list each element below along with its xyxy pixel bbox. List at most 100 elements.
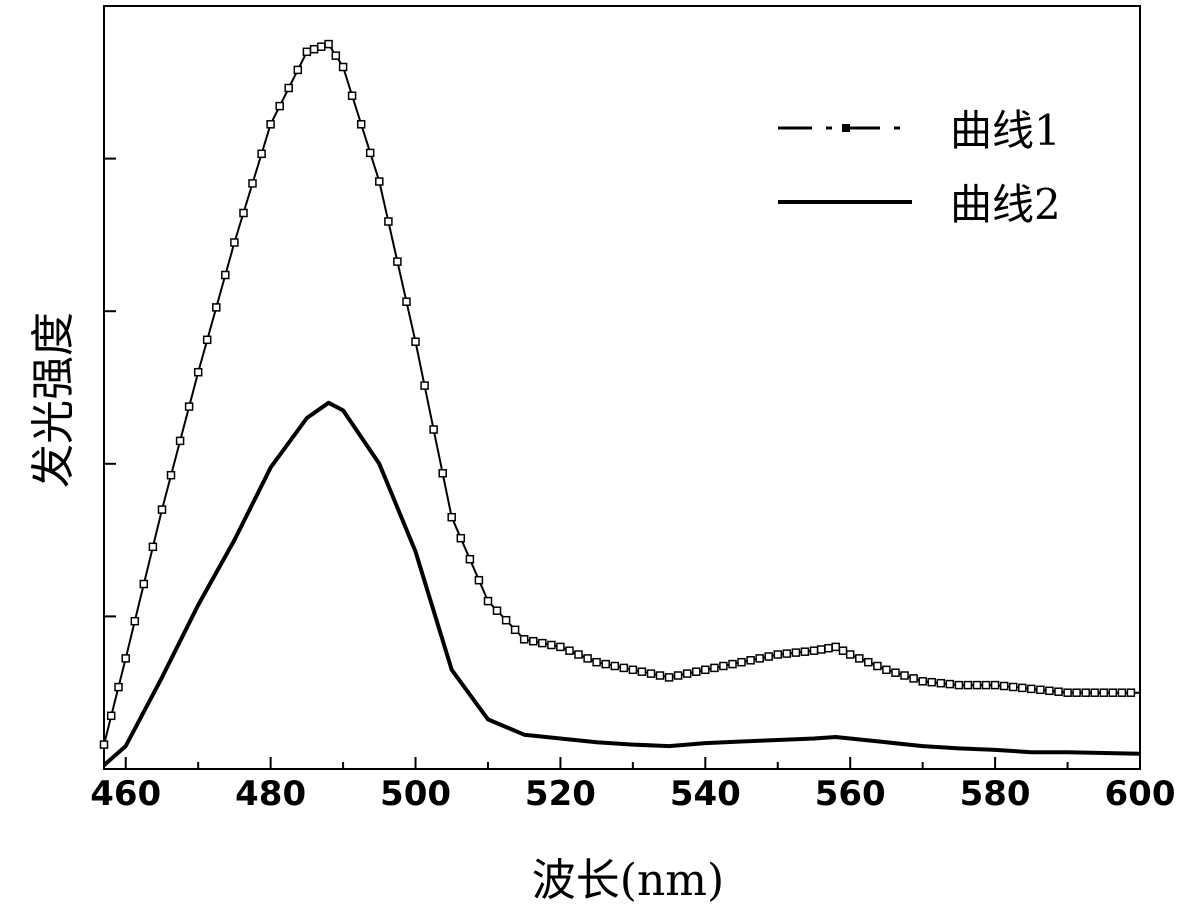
series-1-marker xyxy=(638,668,645,675)
series-line-2 xyxy=(104,403,1140,765)
series-1-marker xyxy=(512,626,519,633)
series-1-marker xyxy=(149,543,156,550)
series-1-marker xyxy=(856,655,863,662)
series-1-marker xyxy=(611,663,618,670)
series-1-marker xyxy=(928,679,935,686)
series-1-marker xyxy=(394,258,401,265)
series-1-marker xyxy=(874,663,881,670)
series-1-marker xyxy=(448,514,455,521)
series-1-marker xyxy=(801,648,808,655)
series-1-marker xyxy=(439,470,446,477)
series-1-marker xyxy=(693,668,700,675)
series-1-marker xyxy=(376,178,383,185)
series-1-marker xyxy=(475,577,482,584)
series-1-marker xyxy=(983,682,990,689)
legend-label-series-1: 曲线1 xyxy=(950,106,1061,155)
series-1-marker xyxy=(847,651,854,658)
series-1-marker xyxy=(503,617,510,624)
series-1-marker xyxy=(675,672,682,679)
series-1-marker xyxy=(276,103,283,110)
series-1-marker xyxy=(602,661,609,668)
series-1-marker xyxy=(919,678,926,685)
x-tick-label: 600 xyxy=(1105,774,1176,814)
series-1-marker xyxy=(385,218,392,225)
series-1-marker xyxy=(648,670,655,677)
series-1-marker xyxy=(258,150,265,157)
series-1-marker xyxy=(421,382,428,389)
series-1-marker xyxy=(521,636,528,643)
series-1-marker xyxy=(195,369,202,376)
series-1-marker xyxy=(318,43,325,50)
series-1-marker xyxy=(811,647,818,654)
series-1-marker xyxy=(657,672,664,679)
series-1-marker xyxy=(901,672,908,679)
series-1-marker xyxy=(231,239,238,246)
x-tick-label: 480 xyxy=(235,774,306,814)
series-1-marker xyxy=(367,149,374,156)
series-1-marker xyxy=(1010,684,1017,691)
series-1-marker xyxy=(285,85,292,92)
x-tick-label: 460 xyxy=(90,774,161,814)
series-1-marker xyxy=(575,651,582,658)
series-1-marker xyxy=(332,52,339,59)
series-1-marker xyxy=(557,643,564,650)
series-1-marker xyxy=(349,92,356,99)
series-1-marker xyxy=(883,666,890,673)
series-1-marker xyxy=(177,437,184,444)
series-1-marker xyxy=(992,682,999,689)
x-tick-label: 500 xyxy=(380,774,451,814)
series-1-marker xyxy=(530,638,537,645)
series-1-marker xyxy=(485,598,492,605)
series-1-marker xyxy=(294,66,301,73)
series-1-marker xyxy=(955,682,962,689)
series-1-marker xyxy=(738,659,745,666)
series-1-marker xyxy=(1127,689,1134,696)
series-1-marker xyxy=(140,581,147,588)
series-1-marker xyxy=(840,647,847,654)
series-1-marker xyxy=(325,41,332,48)
series-1-marker xyxy=(629,666,636,673)
series-1-marker xyxy=(1019,684,1026,691)
series-1-marker xyxy=(311,46,318,53)
series-1-marker xyxy=(457,535,464,542)
series-1-marker xyxy=(222,272,229,279)
series-1-marker xyxy=(747,657,754,664)
series-1-marker xyxy=(1028,685,1035,692)
series-1-marker xyxy=(115,684,122,691)
series-1-marker xyxy=(1001,683,1008,690)
x-tick-label: 520 xyxy=(525,774,596,814)
series-1-marker xyxy=(159,506,166,513)
series-1-marker xyxy=(213,304,220,311)
series-1-marker xyxy=(720,663,727,670)
series-1-marker xyxy=(466,556,473,563)
series-1-marker xyxy=(566,647,573,654)
series-1-marker xyxy=(756,655,763,662)
series-1-marker xyxy=(825,645,832,652)
x-tick-label: 560 xyxy=(815,774,886,814)
series-1-marker xyxy=(340,64,347,71)
series-1-marker xyxy=(204,336,211,343)
series-1-marker xyxy=(539,640,546,647)
series-1-marker xyxy=(729,661,736,668)
series-1-marker xyxy=(832,643,839,650)
series-1-marker xyxy=(1100,689,1107,696)
series-1-marker xyxy=(1055,688,1062,695)
series-1-marker xyxy=(186,403,193,410)
series-1-marker xyxy=(593,659,600,666)
legend-label-series-2: 曲线2 xyxy=(950,180,1061,229)
series-1-marker xyxy=(792,649,799,656)
x-tick-label: 540 xyxy=(670,774,741,814)
series-1-marker xyxy=(494,607,501,614)
y-axis-ticks xyxy=(104,6,116,769)
series-1-marker xyxy=(168,472,175,479)
series-1-marker xyxy=(937,680,944,687)
series-1-marker xyxy=(101,741,108,748)
series-1-marker xyxy=(818,646,825,653)
series-1-marker xyxy=(240,210,247,217)
series-1-marker xyxy=(303,48,310,55)
series-1-marker xyxy=(1064,689,1071,696)
x-axis-title: 波长(nm) xyxy=(532,855,724,906)
series-1-marker xyxy=(620,664,627,671)
series-1-marker xyxy=(974,682,981,689)
